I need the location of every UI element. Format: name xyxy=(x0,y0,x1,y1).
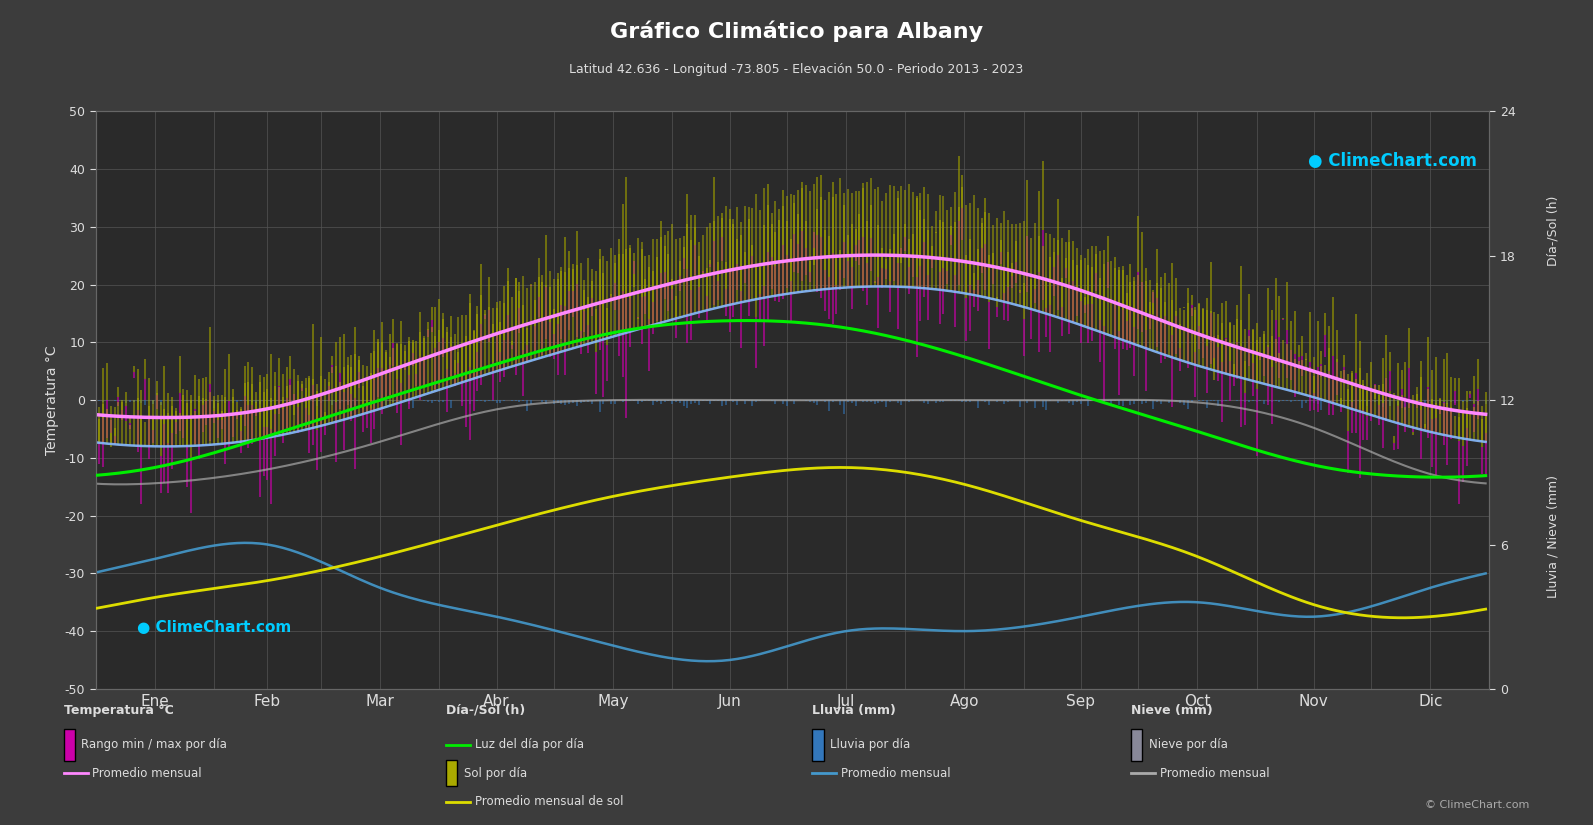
Y-axis label: Temperatura °C: Temperatura °C xyxy=(45,346,59,455)
Text: Promedio mensual: Promedio mensual xyxy=(92,766,202,780)
Text: Día-/Sol (h): Día-/Sol (h) xyxy=(446,704,526,717)
Text: ● ClimeChart.com: ● ClimeChart.com xyxy=(137,620,292,634)
Text: Promedio mensual: Promedio mensual xyxy=(841,766,951,780)
Text: Nieve (mm): Nieve (mm) xyxy=(1131,704,1212,717)
Text: Lluvia / Nieve (mm): Lluvia / Nieve (mm) xyxy=(1547,474,1560,598)
Text: Lluvia (mm): Lluvia (mm) xyxy=(812,704,897,717)
Text: Sol por día: Sol por día xyxy=(464,767,527,780)
Text: Rango min / max por día: Rango min / max por día xyxy=(81,738,228,752)
Text: Promedio mensual de sol: Promedio mensual de sol xyxy=(475,795,623,808)
Text: Día-/Sol (h): Día-/Sol (h) xyxy=(1547,196,1560,266)
Text: © ClimeChart.com: © ClimeChart.com xyxy=(1424,800,1529,810)
Text: Lluvia por día: Lluvia por día xyxy=(830,738,910,752)
Text: Latitud 42.636 - Longitud -73.805 - Elevación 50.0 - Periodo 2013 - 2023: Latitud 42.636 - Longitud -73.805 - Elev… xyxy=(569,63,1024,76)
Text: ● ClimeChart.com: ● ClimeChart.com xyxy=(1308,152,1477,170)
Text: Luz del día por día: Luz del día por día xyxy=(475,738,583,752)
Text: Temperatura °C: Temperatura °C xyxy=(64,704,174,717)
Text: Nieve por día: Nieve por día xyxy=(1149,738,1228,752)
Text: Gráfico Climático para Albany: Gráfico Climático para Albany xyxy=(610,21,983,42)
Text: Promedio mensual: Promedio mensual xyxy=(1160,766,1270,780)
